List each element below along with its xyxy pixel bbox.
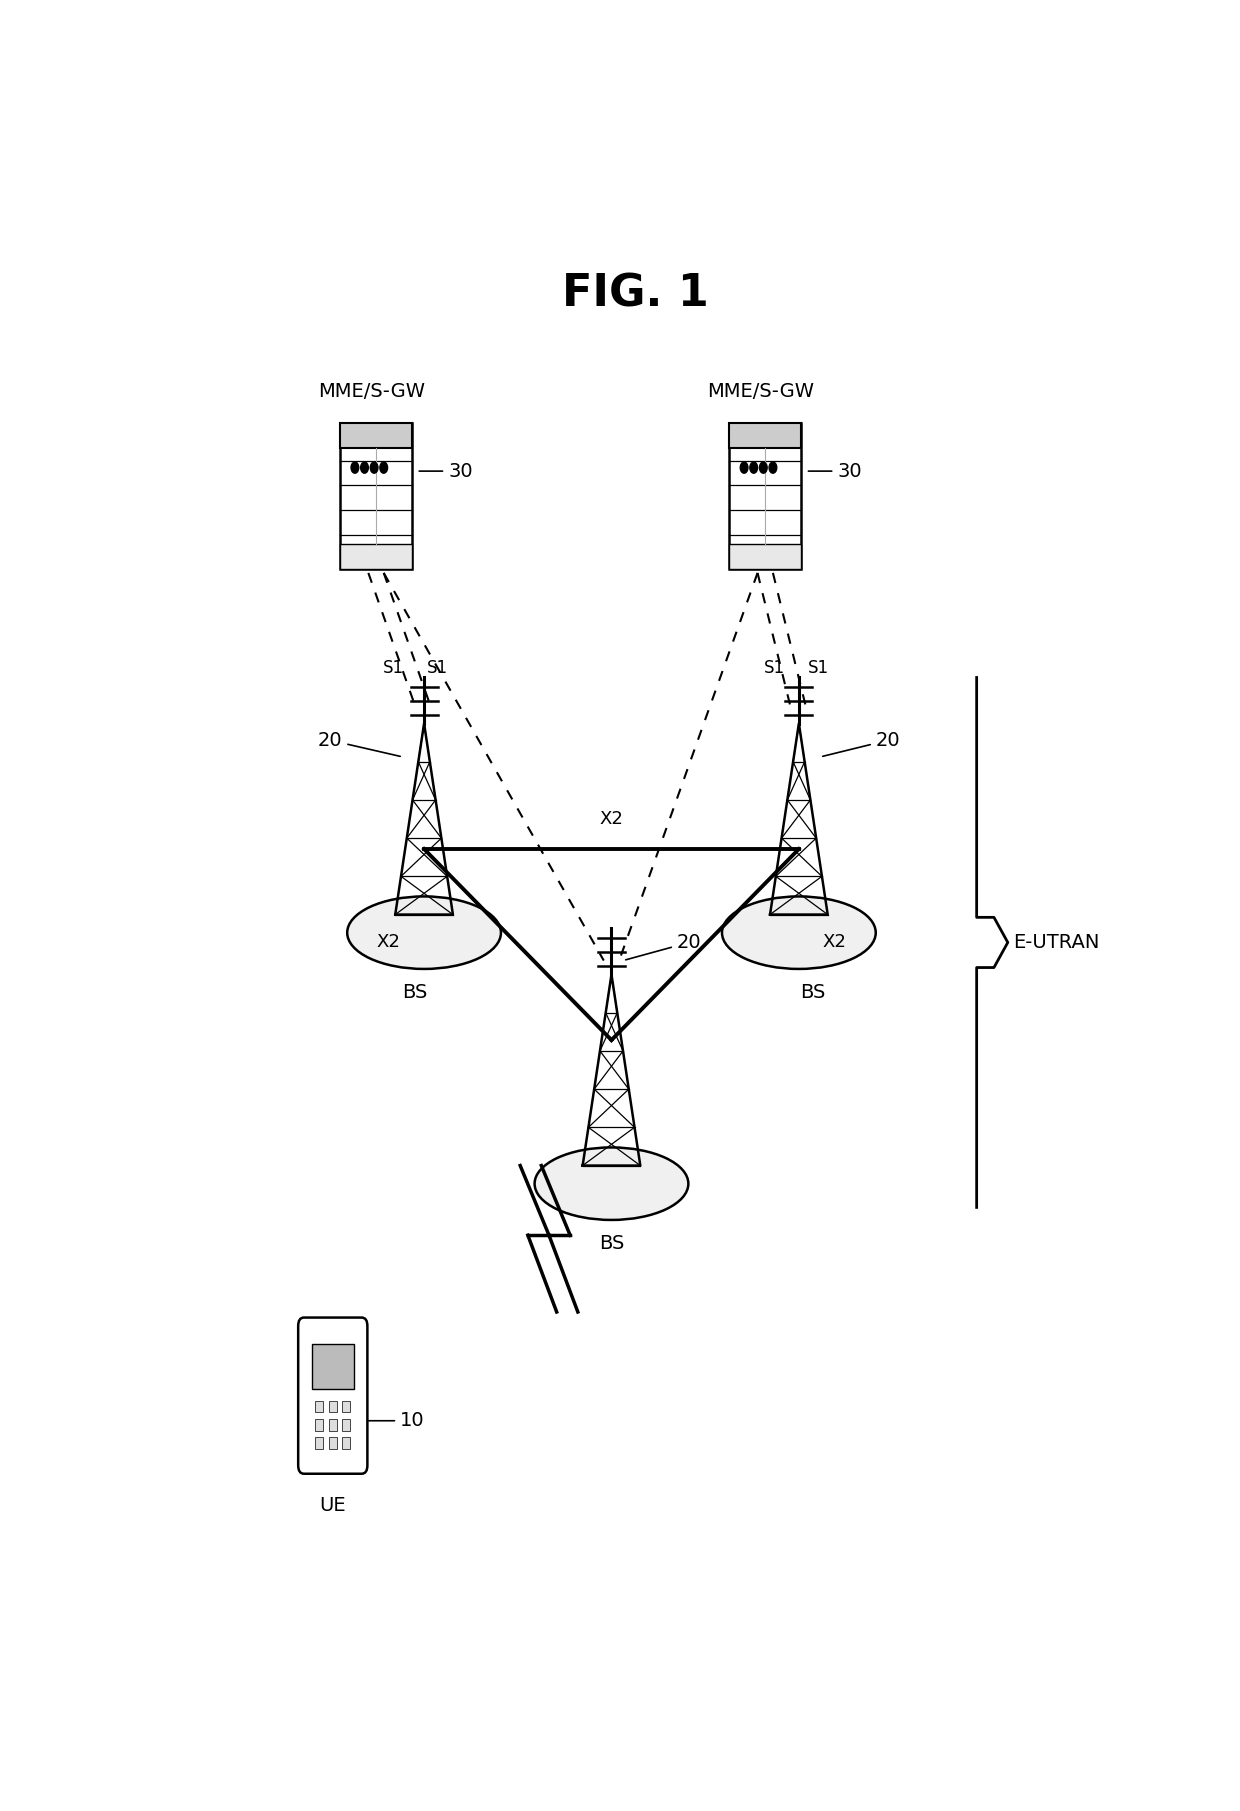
Text: BS: BS: [402, 983, 427, 1001]
Text: MME/S-GW: MME/S-GW: [319, 382, 425, 400]
Bar: [340, 424, 412, 447]
Bar: [729, 424, 801, 569]
Bar: [729, 545, 801, 569]
Text: S1: S1: [764, 659, 785, 677]
Text: X2: X2: [376, 933, 401, 951]
Text: 30: 30: [808, 462, 862, 480]
Text: X2: X2: [599, 810, 624, 828]
Ellipse shape: [534, 1148, 688, 1221]
Circle shape: [740, 462, 748, 473]
Text: 20: 20: [317, 732, 401, 757]
Bar: [342, 1438, 350, 1449]
FancyBboxPatch shape: [298, 1318, 367, 1474]
Text: S1: S1: [807, 659, 828, 677]
Bar: [315, 1402, 324, 1413]
Circle shape: [769, 462, 776, 473]
Text: 10: 10: [368, 1411, 424, 1431]
Text: MME/S-GW: MME/S-GW: [708, 382, 815, 400]
Text: X2: X2: [823, 933, 847, 951]
Bar: [342, 1402, 350, 1413]
Ellipse shape: [722, 896, 875, 969]
Text: S1: S1: [383, 659, 404, 677]
Text: E-UTRAN: E-UTRAN: [1013, 933, 1100, 953]
Bar: [342, 1420, 350, 1431]
Text: FIG. 1: FIG. 1: [562, 272, 709, 315]
Text: BS: BS: [599, 1235, 624, 1253]
Bar: [729, 424, 801, 447]
Bar: [315, 1420, 324, 1431]
Bar: [315, 1438, 324, 1449]
Circle shape: [371, 462, 378, 473]
Text: 20: 20: [626, 933, 702, 960]
Bar: [340, 545, 412, 569]
Text: S1: S1: [427, 659, 448, 677]
Bar: [311, 1344, 353, 1389]
Text: UE: UE: [320, 1496, 346, 1516]
Circle shape: [379, 462, 388, 473]
Circle shape: [759, 462, 768, 473]
Bar: [329, 1420, 336, 1431]
Ellipse shape: [347, 896, 501, 969]
Bar: [340, 424, 412, 569]
Bar: [329, 1402, 336, 1413]
Circle shape: [750, 462, 758, 473]
Text: 30: 30: [419, 462, 472, 480]
Text: 20: 20: [822, 732, 900, 757]
Bar: [329, 1438, 336, 1449]
Text: BS: BS: [801, 983, 826, 1001]
Circle shape: [351, 462, 358, 473]
Circle shape: [361, 462, 368, 473]
